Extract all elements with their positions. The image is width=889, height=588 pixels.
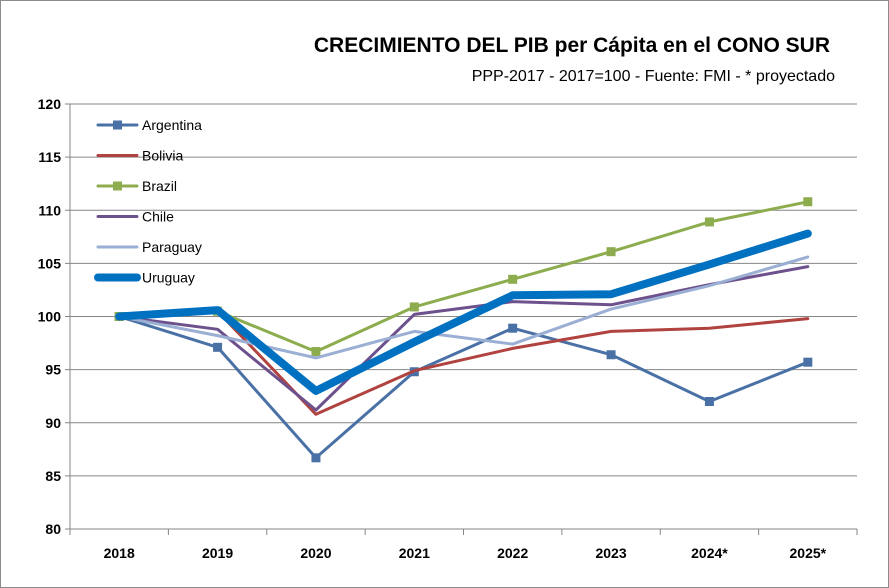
series-layer [114, 197, 813, 463]
data-point-brazil [704, 217, 714, 227]
data-point-brazil [508, 274, 518, 284]
y-tick-label: 105 [38, 255, 62, 271]
data-point-argentina [606, 350, 616, 360]
legend-label-chile: Chile [142, 209, 174, 225]
series-uruguay [115, 229, 812, 395]
chart-title: CRECIMIENTO DEL PIB per Cápita en el CON… [313, 34, 830, 57]
x-tick-label: 2019 [202, 545, 233, 561]
legend-label-bolivia: Bolivia [142, 148, 183, 164]
axis-layer: 80 85 90 95 100 105 110 115 120 2018 2019 2020 2021 2… [38, 96, 858, 561]
x-tick-label: 2020 [300, 545, 331, 561]
legend: Argentina Bolivia Brazil Chile Paraguay Urugu… [94, 117, 202, 286]
legend-label-uruguay: Uruguay [142, 270, 195, 286]
series-line-uruguay [115, 229, 812, 395]
series-line-argentina [117, 315, 810, 460]
data-point-brazil [409, 302, 419, 312]
y-tick-label: 80 [45, 521, 61, 537]
legend-marker-argentina [113, 120, 122, 130]
series-line-brazil [117, 200, 810, 354]
series-line-chile [117, 265, 810, 412]
series-paraguay [117, 255, 810, 360]
legend-item-chile: Chile [96, 209, 174, 225]
data-point-argentina [311, 453, 321, 463]
y-tick-label: 120 [38, 96, 62, 112]
legend-item-bolivia: Bolivia [96, 148, 183, 164]
legend-marker-brazil [113, 181, 122, 191]
y-tick-label: 100 [38, 309, 62, 325]
x-tick-label: 2023 [595, 545, 626, 561]
legend-item-uruguay: Uruguay [94, 270, 195, 286]
legend-item-argentina: Argentina [96, 117, 202, 133]
legend-label-argentina: Argentina [142, 117, 202, 133]
data-point-brazil [606, 247, 616, 257]
data-point-argentina [508, 323, 518, 333]
x-tick-label: 2024* [691, 545, 728, 561]
series-line-paraguay [117, 255, 810, 360]
data-point-argentina [803, 357, 813, 367]
x-tick-label: 2025* [790, 545, 827, 561]
legend-item-paraguay: Paraguay [96, 239, 202, 255]
y-tick-label: 95 [45, 362, 61, 378]
series-chile [117, 265, 810, 412]
x-tick-label: 2021 [399, 545, 430, 561]
y-tick-label: 85 [45, 468, 61, 484]
y-tick-label: 90 [45, 415, 61, 431]
legend-label-paraguay: Paraguay [142, 239, 202, 255]
x-tick-label: 2022 [497, 545, 528, 561]
data-point-brazil [311, 347, 321, 357]
legend-label-brazil: Brazil [142, 178, 177, 194]
legend-item-brazil: Brazil [96, 178, 177, 194]
chart-subtitle: PPP-2017 - 2017=100 - Fuente: FMI - * pr… [471, 68, 835, 85]
y-tick-label: 115 [38, 149, 61, 165]
y-tick-label: 110 [38, 202, 61, 218]
x-tick-label: 2018 [104, 545, 135, 561]
data-point-argentina [704, 397, 714, 406]
data-point-argentina [213, 342, 223, 352]
data-point-brazil [803, 197, 813, 207]
